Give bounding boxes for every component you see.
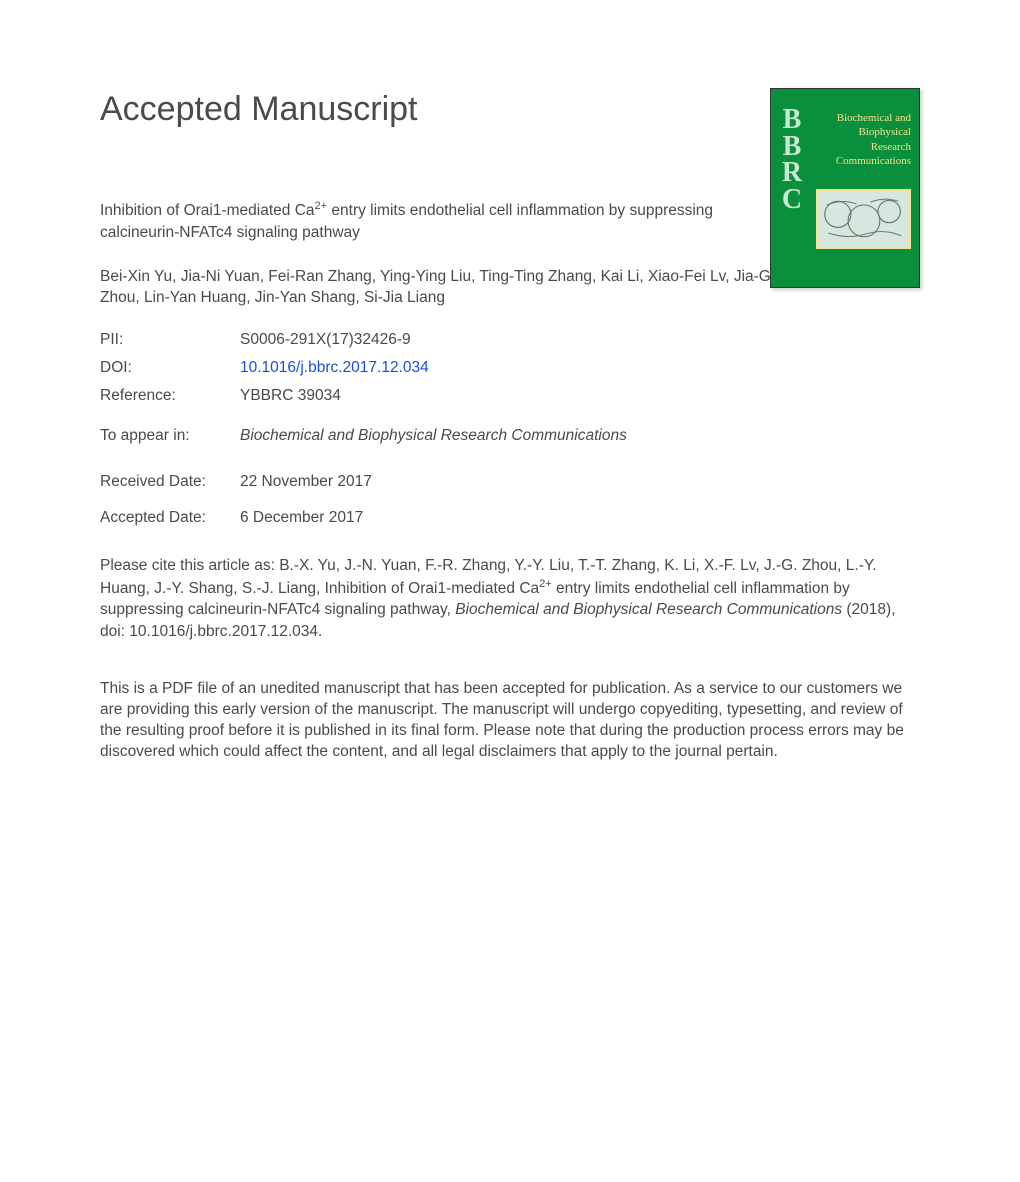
cover-artwork bbox=[816, 189, 911, 249]
doi-link[interactable]: 10.1016/j.bbrc.2017.12.034 bbox=[240, 359, 429, 377]
cover-journal-title: Biochemical and Biophysical Research Com… bbox=[811, 111, 911, 168]
accepted-value: 6 December 2017 bbox=[240, 509, 363, 527]
dates-block: Received Date: 22 November 2017 Accepted… bbox=[100, 473, 920, 527]
cover-letter: R bbox=[777, 160, 807, 187]
citation-block: Please cite this article as: B.-X. Yu, J… bbox=[100, 555, 920, 643]
journal-cover-thumbnail: B B R C Biochemical and Biophysical Rese… bbox=[770, 88, 920, 288]
pii-value: S0006-291X(17)32426-9 bbox=[240, 331, 411, 349]
pii-row: PII: S0006-291X(17)32426-9 bbox=[100, 331, 920, 349]
cover-letter: C bbox=[777, 187, 807, 214]
metadata-table: PII: S0006-291X(17)32426-9 DOI: 10.1016/… bbox=[100, 331, 920, 405]
received-value: 22 November 2017 bbox=[240, 473, 372, 491]
title-pre: Inhibition of Orai1-mediated Ca bbox=[100, 202, 315, 219]
cover-letter: B bbox=[777, 134, 807, 161]
cover-title-line: Communications bbox=[811, 154, 911, 168]
appear-row: To appear in: Biochemical and Biophysica… bbox=[100, 427, 920, 445]
pii-label: PII: bbox=[100, 331, 240, 349]
page-container: Accepted Manuscript B B R C Biochemical … bbox=[0, 0, 1020, 823]
appear-label: To appear in: bbox=[100, 427, 240, 445]
accepted-row: Accepted Date: 6 December 2017 bbox=[100, 509, 920, 527]
title-superscript: 2+ bbox=[315, 200, 328, 212]
received-row: Received Date: 22 November 2017 bbox=[100, 473, 920, 491]
cite-journal: Biochemical and Biophysical Research Com… bbox=[455, 601, 842, 618]
reference-value: YBBRC 39034 bbox=[240, 387, 341, 405]
doi-label: DOI: bbox=[100, 359, 240, 377]
cover-letter: B bbox=[777, 107, 807, 134]
reference-label: Reference: bbox=[100, 387, 240, 405]
accepted-label: Accepted Date: bbox=[100, 509, 240, 527]
doi-row: DOI: 10.1016/j.bbrc.2017.12.034 bbox=[100, 359, 920, 377]
cover-art-svg bbox=[818, 191, 909, 247]
authors-list: Bei-Xin Yu, Jia-Ni Yuan, Fei-Ran Zhang, … bbox=[100, 266, 800, 309]
received-label: Received Date: bbox=[100, 473, 240, 491]
cover-title-line: Research bbox=[811, 140, 911, 154]
cover-inner: B B R C Biochemical and Biophysical Rese… bbox=[771, 89, 919, 287]
disclaimer-text: This is a PDF file of an unedited manusc… bbox=[100, 679, 920, 763]
cover-title-line: Biophysical bbox=[811, 125, 911, 139]
cover-acronym: B B R C bbox=[777, 107, 807, 213]
cite-superscript: 2+ bbox=[539, 578, 552, 590]
cover-title-line: Biochemical and bbox=[811, 111, 911, 125]
appear-value: Biochemical and Biophysical Research Com… bbox=[240, 427, 627, 445]
reference-row: Reference: YBBRC 39034 bbox=[100, 387, 920, 405]
article-title: Inhibition of Orai1-mediated Ca2+ entry … bbox=[100, 199, 780, 244]
